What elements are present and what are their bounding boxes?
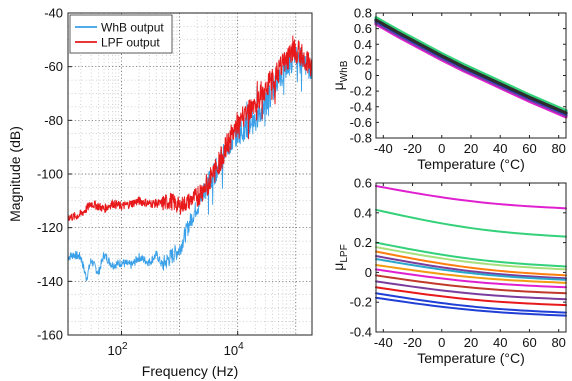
- legend-box: [69, 14, 173, 54]
- y-tick-label: 0: [365, 265, 372, 280]
- series-line-11: [375, 280, 567, 301]
- x-tick-label: 104: [224, 341, 244, 358]
- x-axis-label: Frequency (Hz): [142, 363, 238, 379]
- x-tick-label: 80: [551, 141, 565, 156]
- y-tick-label: 0.2: [354, 235, 372, 250]
- y-axis-label: Magnitude (dB): [7, 126, 23, 222]
- x-tick-label: 60: [522, 335, 536, 350]
- y-tick-label: 0.4: [354, 205, 372, 220]
- series-line-9: [375, 268, 567, 289]
- series-line-5: [375, 250, 567, 277]
- x-tick-label: 40: [493, 335, 507, 350]
- y-tick-label: 0.6: [354, 176, 372, 191]
- y-tick-label: -0.4: [350, 325, 372, 340]
- y-tick-label: -0.2: [350, 295, 372, 310]
- x-tick-label: 40: [493, 141, 507, 156]
- x-tick-label: 0: [438, 335, 445, 350]
- y-tick-label: -40: [44, 6, 63, 21]
- series-line-lpf: [67, 35, 313, 221]
- x-tick-label: 80: [551, 335, 565, 350]
- series-line-8: [375, 263, 567, 284]
- x-axis-label: Temperature (°C): [417, 350, 525, 366]
- series-line-14: [375, 296, 567, 317]
- x-tick-label: 0: [438, 141, 445, 156]
- plot-area: [68, 13, 312, 335]
- x-tick-label: 20: [464, 141, 478, 156]
- y-tick-label: 0.8: [354, 6, 372, 21]
- y-tick-label: 0.6: [354, 21, 372, 36]
- grid: [68, 12, 312, 336]
- series-line-6: [375, 255, 567, 280]
- series-line-12: [375, 286, 567, 307]
- x-tick-label: -20: [403, 335, 422, 350]
- y-tick-label: -60: [44, 59, 63, 74]
- series-line-3: [375, 241, 567, 268]
- x-tick-label: 60: [522, 141, 536, 156]
- y-tick-label: -120: [37, 220, 63, 235]
- x-tick-label: 102: [107, 341, 127, 358]
- y-tick-label: -0.6: [350, 115, 372, 130]
- series-line-1: [375, 184, 567, 210]
- y-tick-label: -100: [37, 167, 63, 182]
- x-tick-label: -20: [403, 141, 422, 156]
- y-tick-label: 0.4: [354, 37, 372, 52]
- y-tick-label: -160: [37, 328, 63, 343]
- x-tick-label: -40: [374, 335, 393, 350]
- series-line-6: [374, 18, 568, 115]
- legend-label-whb: WhB output: [101, 21, 164, 35]
- y-tick-label: -0.8: [350, 131, 372, 146]
- x-tick-label: 20: [464, 335, 478, 350]
- y-tick-label: -0.2: [350, 84, 372, 99]
- series-line-5: [374, 16, 568, 113]
- y-axis-label: μLPF: [330, 244, 350, 270]
- series-line-13: [375, 292, 567, 314]
- series-line-7: [375, 257, 567, 281]
- y-tick-label: -140: [37, 274, 63, 289]
- mu-lpf-chart: -0.4 -0.2 0 0.2 0.4 0.6 -40 -20 0 20 40 60 80 Tempera…: [330, 176, 567, 366]
- y-tick-label: -0.4: [350, 99, 372, 114]
- series-line-10: [375, 274, 567, 295]
- y-tick-label: 0.2: [354, 52, 372, 67]
- y-tick-label: -80: [44, 113, 63, 128]
- series-line-2: [375, 208, 567, 238]
- series-line-4: [375, 246, 567, 271]
- x-tick-label: -40: [374, 141, 393, 156]
- x-axis-label: Temperature (°C): [417, 156, 525, 172]
- y-axis-label: μWhB: [330, 60, 350, 90]
- magnitude-chart: -160 -140 -120 -100 -80 -60 -40 102 104 Frequency…: [7, 6, 313, 379]
- legend-label-lpf: LPF output: [101, 36, 160, 50]
- y-tick-label: 0: [365, 68, 372, 83]
- mu-whb-chart: -0.8-0.6-0.4-0.200.20.40.60.8-40 -20 0 20 40…: [330, 6, 568, 172]
